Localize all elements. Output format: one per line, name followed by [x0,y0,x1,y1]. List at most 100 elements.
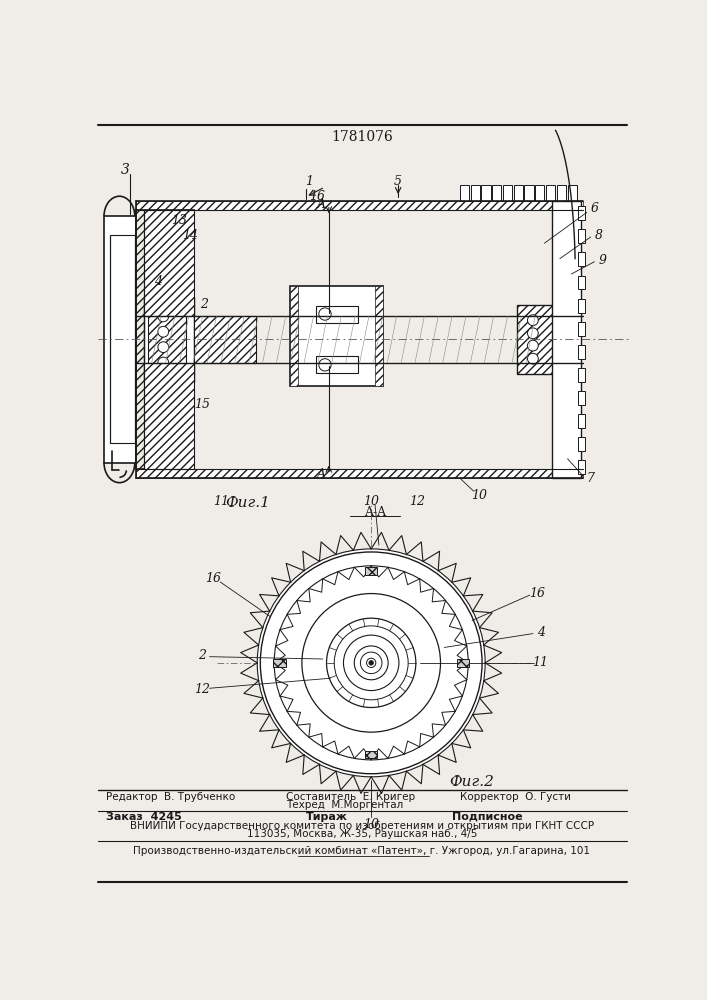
Circle shape [366,658,376,667]
Bar [291,286,298,386]
Text: 4: 4 [537,626,544,639]
Bar [365,567,378,575]
Bar [194,316,256,363]
Text: 7: 7 [587,472,595,485]
Bar [457,659,469,667]
Circle shape [260,552,482,774]
Bar [552,461,568,472]
Text: 11: 11 [532,656,549,669]
Bar [546,185,555,201]
Bar [460,185,469,201]
Circle shape [158,326,169,337]
Bar [557,185,566,201]
Bar [578,368,585,382]
Text: 4: 4 [154,275,162,288]
Text: 15: 15 [194,398,210,411]
Bar [481,185,491,201]
Bar [578,437,585,451]
Bar [274,659,286,667]
Text: Тираж: Тираж [305,812,348,822]
Bar [552,400,568,410]
Text: Фиг.1: Фиг.1 [226,496,271,510]
Bar [552,412,568,423]
Bar [110,235,135,443]
Text: 13: 13 [170,214,187,227]
Bar [148,301,187,378]
Circle shape [354,646,388,680]
Text: 2: 2 [200,298,208,311]
Bar [552,436,568,447]
Text: 9: 9 [598,254,606,267]
Circle shape [527,328,538,339]
Bar [552,449,568,460]
Text: 10: 10 [363,818,379,831]
Bar [518,305,560,374]
Bar [535,185,544,201]
Text: 5: 5 [394,175,402,188]
Bar [375,286,382,386]
Bar [578,414,585,428]
Bar [552,350,568,361]
Text: A-A: A-A [364,506,386,519]
Bar [552,201,581,478]
Text: 12: 12 [409,495,426,508]
Circle shape [369,661,373,665]
Text: Корректор  О. Густи: Корректор О. Густи [460,792,571,802]
Text: 113035, Москва, Ж-35, Раушская наб., 4/5: 113035, Москва, Ж-35, Раушская наб., 4/5 [247,829,477,839]
Bar [525,185,534,201]
Bar [552,375,568,386]
Text: A: A [317,198,326,211]
Bar [578,276,585,289]
Circle shape [361,652,382,674]
Text: Заказ  4245: Заказ 4245 [105,812,181,822]
Bar [552,363,568,373]
Text: 10: 10 [471,489,487,502]
Text: 8: 8 [595,229,602,242]
Bar [503,185,512,201]
Circle shape [158,311,169,322]
Bar [552,424,568,435]
Text: 1: 1 [305,175,314,188]
Circle shape [274,566,468,760]
Circle shape [344,635,399,691]
Circle shape [319,359,331,371]
Text: 16: 16 [529,587,544,600]
Circle shape [257,549,485,777]
Bar [578,299,585,312]
Polygon shape [354,646,388,680]
Text: 3: 3 [120,163,129,177]
Bar [136,210,194,469]
Bar [578,206,585,220]
Circle shape [158,342,169,353]
Text: ВНИИПИ Государственного комитета по изобретениям и открытиям при ГКНТ СССР: ВНИИПИ Государственного комитета по изоб… [130,821,594,831]
Text: Фиг.2: Фиг.2 [449,775,493,789]
Circle shape [334,626,408,700]
Bar [291,286,382,386]
Bar [578,391,585,405]
Text: 6: 6 [590,202,599,215]
Bar [578,345,585,359]
Bar [316,306,358,323]
Bar [492,185,501,201]
Bar [144,363,194,469]
Text: Редактор  В. Трубченко: Редактор В. Трубченко [105,792,235,802]
Polygon shape [334,626,408,700]
Text: Производственно-издательский комбинат «Патент», г. Ужгород, ул.Гагарина, 101: Производственно-издательский комбинат «П… [134,846,590,856]
Bar [552,387,568,398]
Bar [365,751,378,758]
Bar [578,229,585,243]
Text: 11: 11 [213,495,229,508]
Polygon shape [260,552,482,774]
Text: 14: 14 [182,229,198,242]
Circle shape [302,594,440,732]
Circle shape [527,315,538,326]
Text: A: A [317,468,326,481]
Text: 2: 2 [198,649,206,662]
Text: 16: 16 [309,190,325,204]
Bar [568,185,577,201]
Bar [136,201,583,210]
Text: 12: 12 [194,683,210,696]
Circle shape [158,357,169,368]
Text: 10: 10 [363,495,379,508]
Bar [144,297,194,382]
